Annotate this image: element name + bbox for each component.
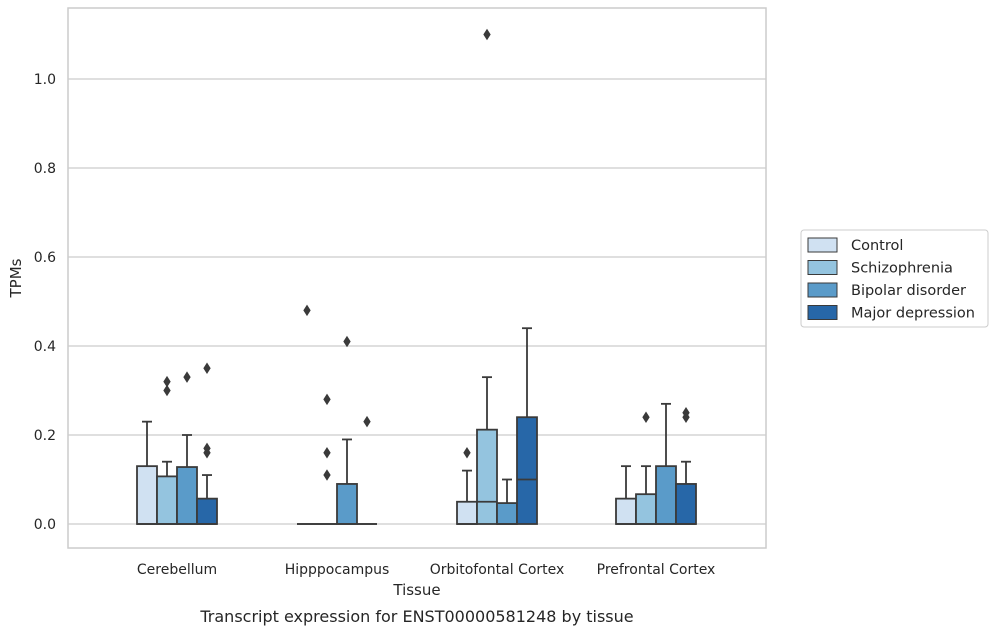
y-tick-label: 0.0 xyxy=(34,517,56,533)
box xyxy=(156,475,178,525)
outlier-point xyxy=(203,442,211,455)
box-group xyxy=(297,304,377,525)
chart-caption: Transcript expression for ENST0000058124… xyxy=(199,607,633,626)
box xyxy=(456,500,478,525)
legend-label: Control xyxy=(851,238,903,254)
legend-swatch xyxy=(807,237,838,253)
y-tick-label: 0.8 xyxy=(34,161,56,177)
legend: Control Schizophrenia Bipolar disorder Majo… xyxy=(800,229,989,328)
legend-swatch xyxy=(807,260,838,275)
y-axis-label: TPMs xyxy=(7,258,25,298)
box-groups xyxy=(136,28,697,525)
plot-border xyxy=(67,7,767,549)
legend-swatch xyxy=(807,282,838,298)
box xyxy=(196,497,218,525)
box xyxy=(136,465,158,525)
y-tick-labels: 0.0 0.2 0.4 0.6 0.8 1.0 xyxy=(34,72,56,533)
box-group xyxy=(456,28,538,525)
outlier-point xyxy=(323,447,331,459)
outlier-point xyxy=(203,362,211,374)
x-tick-label: Prefrontal Cortex xyxy=(597,562,716,578)
outlier-point xyxy=(343,335,351,348)
legend-label: Schizophrenia xyxy=(851,261,953,277)
outlier-point xyxy=(303,304,311,317)
outlier-point xyxy=(642,411,650,423)
legend-label: Bipolar disorder xyxy=(851,283,966,299)
outlier-point xyxy=(363,415,371,428)
box-group xyxy=(136,362,218,525)
x-tick-labels: Cerebellum Hipppocampus Orbitofontal Corte… xyxy=(137,562,715,578)
box xyxy=(336,483,358,525)
y-tick-label: 0.6 xyxy=(34,250,56,266)
box xyxy=(655,465,677,525)
legend-label: Major depression xyxy=(851,306,975,322)
x-axis-label: Tissue xyxy=(392,581,440,599)
x-tick-label: Cerebellum xyxy=(137,562,217,578)
box xyxy=(476,428,498,525)
x-tick-label: Hipppocampus xyxy=(285,562,390,578)
outlier-point xyxy=(183,371,191,383)
legend-swatch xyxy=(807,305,838,320)
box xyxy=(615,497,637,525)
outlier-point xyxy=(163,375,171,388)
box xyxy=(176,466,198,525)
y-tick-label: 1.0 xyxy=(34,72,56,88)
box xyxy=(496,502,518,525)
outlier-point xyxy=(163,384,171,397)
box-group xyxy=(615,402,697,525)
y-tick-label: 0.2 xyxy=(34,428,56,444)
box xyxy=(516,416,538,525)
box xyxy=(635,493,657,525)
x-tick-label: Orbitofontal Cortex xyxy=(430,562,565,578)
outlier-point xyxy=(483,28,491,41)
outlier-point xyxy=(682,407,690,419)
y-tick-label: 0.4 xyxy=(34,339,56,355)
plot-area xyxy=(68,8,766,548)
legend-frame xyxy=(800,229,989,328)
outlier-point xyxy=(463,447,471,459)
box xyxy=(675,483,697,525)
outlier-point xyxy=(323,469,331,481)
outlier-point xyxy=(323,393,331,406)
